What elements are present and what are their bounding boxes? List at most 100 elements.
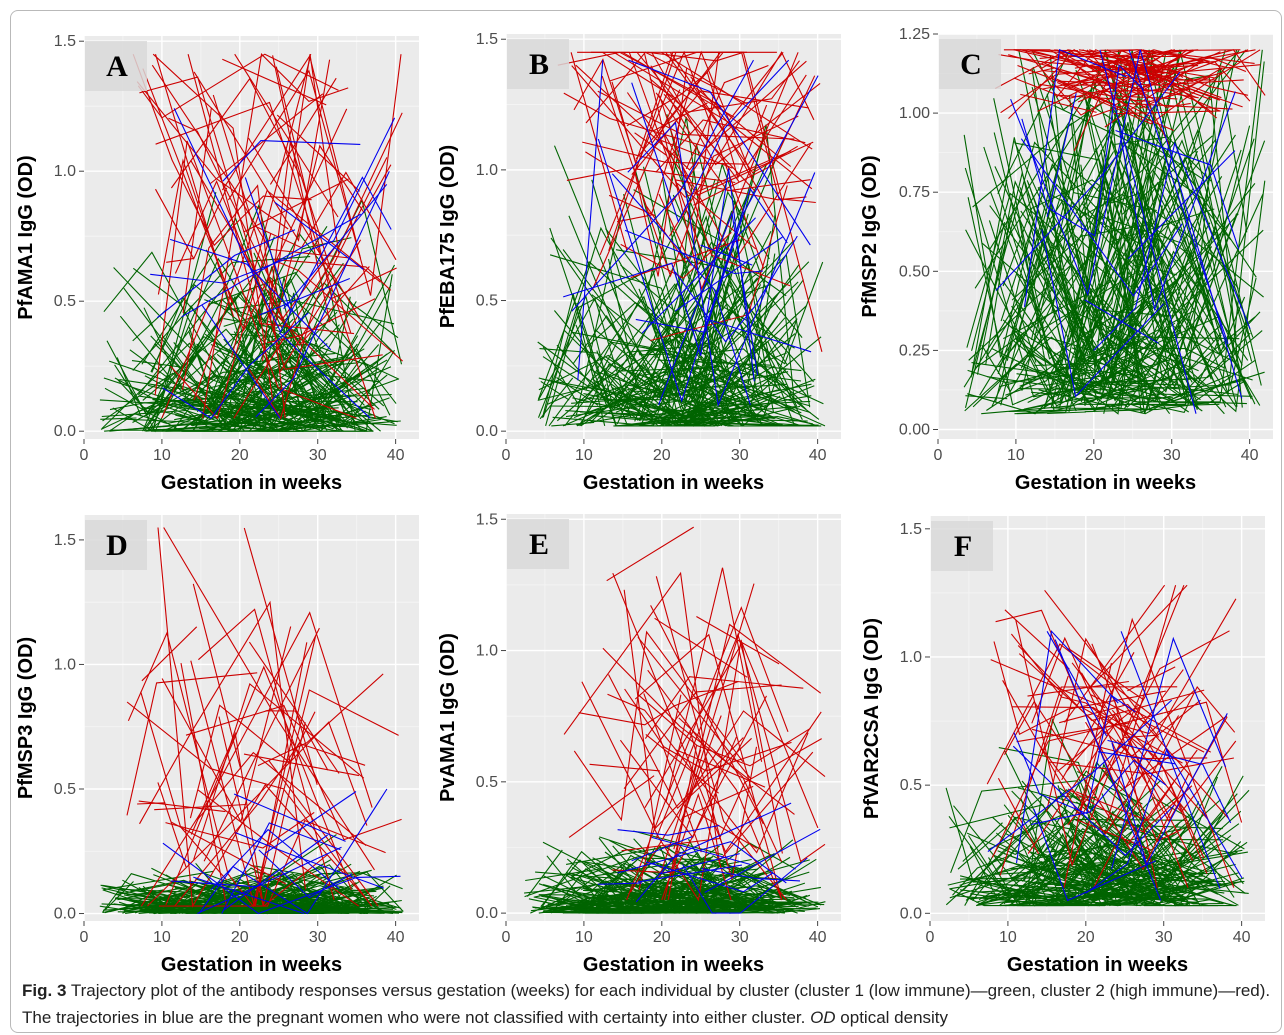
trajectory-unclassified [255,171,390,418]
panel-B: B 0 10 20 30 40 0.0 0.5 1.0 1.5 Gestation in weeks… [437,31,841,494]
trajectory-cluster1 [634,168,776,427]
trajectory-cluster2 [1106,585,1177,823]
x-tick-label: 40 [387,447,405,464]
trajectory-cluster1 [1060,49,1154,384]
trajectory-cluster2 [693,75,816,206]
trajectory-cluster1 [981,254,1091,393]
trajectory-cluster1 [976,180,1213,402]
trajectory-cluster2 [669,51,815,237]
y-tick-label: 0.0 [476,905,498,922]
trajectory-cluster1 [1074,381,1245,404]
x-axis-label: Gestation in weeks [1015,472,1196,494]
y-tick-label: 1.0 [54,656,76,673]
trajectory-cluster1 [1035,357,1171,415]
trajectory-cluster1 [999,335,1152,388]
trajectory-unclassified [181,213,362,318]
trajectory-cluster1 [252,360,342,396]
x-tick-label: 30 [1163,447,1181,464]
trajectory-cluster1 [1002,188,1194,413]
trajectories [537,50,826,427]
x-tick-label: 10 [153,929,171,946]
trajectory-cluster1 [633,189,721,242]
trajectory-cluster1 [642,166,670,272]
trajectories [99,527,404,915]
trajectory-cluster2 [1065,714,1194,861]
trajectory-cluster1 [968,835,1023,906]
trajectory-cluster1 [524,855,817,914]
trajectory-cluster2 [997,777,1040,855]
trajectory-unclassified [704,317,812,353]
trajectory-unclassified [597,138,788,403]
y-tick-label: 0.75 [899,184,930,201]
trajectory-cluster1 [549,200,771,418]
trajectory-cluster2 [654,617,748,678]
y-tick-label: 1.5 [476,31,498,48]
x-tick-label: 40 [809,447,827,464]
trajectory-unclassified [1021,64,1144,237]
trajectory-cluster1 [143,348,201,432]
trajectory-cluster2 [1119,715,1228,792]
trajectory-cluster1 [563,882,806,913]
trajectory-cluster2 [649,60,800,113]
trajectory-cluster2 [1078,49,1155,62]
trajectory-cluster1 [1068,828,1164,876]
trajectory-cluster2 [1011,706,1118,723]
trajectory-cluster1 [242,348,391,424]
trajectory-cluster2 [1058,79,1244,86]
y-tick-label: 1.0 [476,643,498,660]
trajectory-cluster2 [203,627,320,862]
trajectory-cluster1 [1018,277,1257,391]
trajectory-cluster1 [1053,104,1232,240]
panel-letter: C [960,48,982,81]
trajectory-unclassified [1023,49,1127,307]
trajectory-cluster2 [613,51,813,190]
trajectory-cluster1 [1020,165,1238,407]
trajectory-cluster2 [170,233,272,420]
trajectory-cluster1 [970,137,1163,396]
trajectory-cluster2 [636,51,740,183]
trajectory-cluster1 [526,849,563,897]
y-tick-label: 1.0 [900,649,922,666]
x-tick-label: 0 [80,447,89,464]
trajectory-cluster2 [685,64,769,170]
trajectory-cluster1 [592,408,775,421]
trajectory-unclassified [1115,129,1240,250]
trajectory-cluster1 [952,854,1013,896]
trajectory-cluster1 [1099,823,1240,888]
trajectory-unclassified [635,802,792,903]
trajectory-unclassified [169,238,332,351]
trajectory-cluster2 [626,606,789,901]
trajectory-cluster1 [683,883,743,913]
trajectory-cluster1 [614,851,724,914]
trajectory-cluster1 [967,836,1235,906]
trajectory-cluster2 [265,710,329,771]
trajectory-cluster2 [197,789,360,907]
trajectory-cluster2 [607,693,809,854]
trajectory-cluster2 [573,630,744,822]
trajectory-cluster2 [190,660,399,907]
trajectory-cluster2 [142,68,348,332]
trajectory-cluster1 [1039,205,1247,405]
trajectory-cluster2 [1041,69,1217,81]
trajectory-cluster2 [163,527,375,871]
trajectory-cluster2 [663,623,822,901]
trajectory-cluster2 [1048,757,1234,775]
trajectory-cluster1 [607,258,638,389]
trajectory-cluster2 [631,90,809,175]
x-tick-label: 0 [80,929,89,946]
trajectory-cluster2 [1106,49,1222,99]
trajectory-cluster2 [139,76,383,370]
trajectory-cluster1 [658,336,822,427]
trajectory-cluster1 [651,889,773,914]
trajectory-unclassified [162,312,309,419]
trajectory-cluster2 [655,92,811,192]
y-tick-label: 1.0 [476,162,498,179]
trajectory-cluster1 [242,274,400,395]
trajectory-cluster2 [1024,49,1194,116]
y-tick-label: 0.0 [54,423,76,440]
trajectory-cluster2 [276,114,361,192]
trajectory-cluster2 [606,526,694,582]
trajectory-cluster1 [1030,78,1264,376]
y-tick-label: 0.0 [476,423,498,440]
y-tick-label: 1.5 [54,33,76,50]
